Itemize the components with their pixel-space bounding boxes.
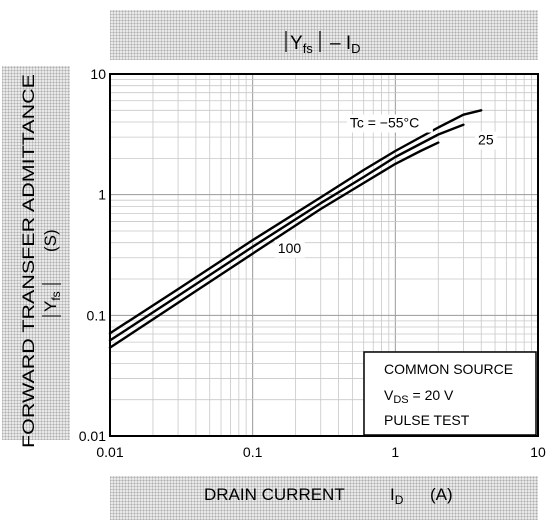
y-axis-label-symbol: Y xyxy=(41,301,60,312)
y-tick-label: 10 xyxy=(90,66,106,82)
y-axis-label-symbol-group: Yfs (S) xyxy=(41,229,63,317)
x-axis-label-band xyxy=(110,476,538,520)
y-axis-label-unit: (S) xyxy=(41,229,60,252)
y-axis-label-line1: FORWARD TRANSFER ADMITTANCE xyxy=(19,74,38,448)
x-tick-label: 0.1 xyxy=(243,444,263,460)
y-tick-label: 0.01 xyxy=(79,428,106,444)
curve-label-1: 25 xyxy=(478,132,494,148)
curve-label-0: Tc = −55°C xyxy=(350,115,419,131)
legend-line-2: VDS = 20 V xyxy=(384,387,454,406)
series-line-0 xyxy=(108,109,483,335)
svg-text:– ID: – ID xyxy=(330,33,361,56)
chart-title: Yfs – ID xyxy=(285,31,361,56)
legend-line-2-rest: = 20 V xyxy=(409,387,454,403)
tick-labels: 0.01 0.1 1 10 10 1 0.1 0.01 xyxy=(79,66,546,460)
y-tick-label: 0.1 xyxy=(87,307,107,323)
x-tick-label: 10 xyxy=(530,444,546,460)
svg-text:ID: ID xyxy=(390,485,404,507)
curve-labels: Tc = −55°C 25 100 xyxy=(274,114,498,258)
curve-label-bg-1 xyxy=(475,131,498,150)
curve-label-2: 100 xyxy=(278,240,302,256)
x-tick-label: 1 xyxy=(391,444,399,460)
series-group xyxy=(108,109,483,349)
svg-text:DRAIN CURRENT: DRAIN CURRENT xyxy=(204,485,345,504)
y-axis-label: FORWARD TRANSFER ADMITTANCE xyxy=(19,74,38,448)
x-axis-label-main: DRAIN CURRENT xyxy=(204,485,345,504)
title-symbol: Y xyxy=(290,33,303,54)
legend-line-2-sym: V xyxy=(384,387,394,403)
x-axis-label-unit: (A) xyxy=(430,485,453,504)
legend-line-2-sub: DS xyxy=(393,394,408,406)
title-band xyxy=(110,10,538,60)
curve-label-bg-2 xyxy=(274,239,305,258)
plot-frame xyxy=(109,73,539,437)
title-suffix-subscript: D xyxy=(351,41,360,56)
series-line-2 xyxy=(108,141,440,349)
svg-text:Yfs: Yfs xyxy=(41,291,63,312)
title-symbol-subscript: fs xyxy=(303,41,314,56)
y-axis-label-band xyxy=(2,66,70,440)
legend-line-3: PULSE TEST xyxy=(384,412,470,428)
title-suffix: – I xyxy=(330,33,351,54)
legend-box: COMMON SOURCE VDS = 20 V PULSE TEST xyxy=(363,351,537,436)
curve-label-bg-0 xyxy=(346,114,433,133)
x-axis-label-symbol: I xyxy=(390,485,395,504)
legend-line-1: COMMON SOURCE xyxy=(384,361,513,377)
svg-text:Yfs: Yfs xyxy=(290,33,313,56)
y-tick-label: 1 xyxy=(98,187,106,203)
x-axis-label-subscript: D xyxy=(395,493,404,507)
y-axis-label-subscript: fs xyxy=(49,291,63,300)
series-line-1 xyxy=(108,123,465,342)
x-axis-label: DRAIN CURRENT ID (A) xyxy=(204,485,453,507)
x-tick-label: 0.01 xyxy=(96,444,123,460)
